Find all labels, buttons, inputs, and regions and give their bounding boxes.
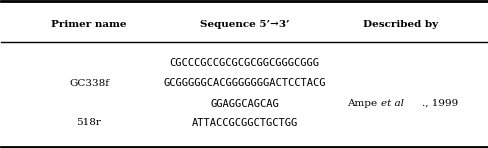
- Text: Ampe: Ampe: [346, 99, 380, 108]
- Text: GC338f: GC338f: [69, 79, 109, 88]
- Text: ., 1999: ., 1999: [421, 99, 457, 108]
- Text: GCGGGGGCACGGGGGGGACTCCTACG: GCGGGGGCACGGGGGGGACTCCTACG: [163, 78, 325, 89]
- Text: et al: et al: [380, 99, 403, 108]
- Text: Sequence 5’→3’: Sequence 5’→3’: [199, 20, 289, 29]
- Text: 518r: 518r: [76, 118, 101, 127]
- Text: CGCCCGCCGCGCGCGGCGGGCGGG: CGCCCGCCGCGCGCGGCGGGCGGG: [169, 58, 319, 68]
- Text: Primer name: Primer name: [51, 20, 126, 29]
- Text: Described by: Described by: [362, 20, 437, 29]
- Text: GGAGGCAGCAG: GGAGGCAGCAG: [210, 99, 278, 109]
- Text: ATTACCGCGGCTGCTGG: ATTACCGCGGCTGCTGG: [191, 118, 297, 128]
